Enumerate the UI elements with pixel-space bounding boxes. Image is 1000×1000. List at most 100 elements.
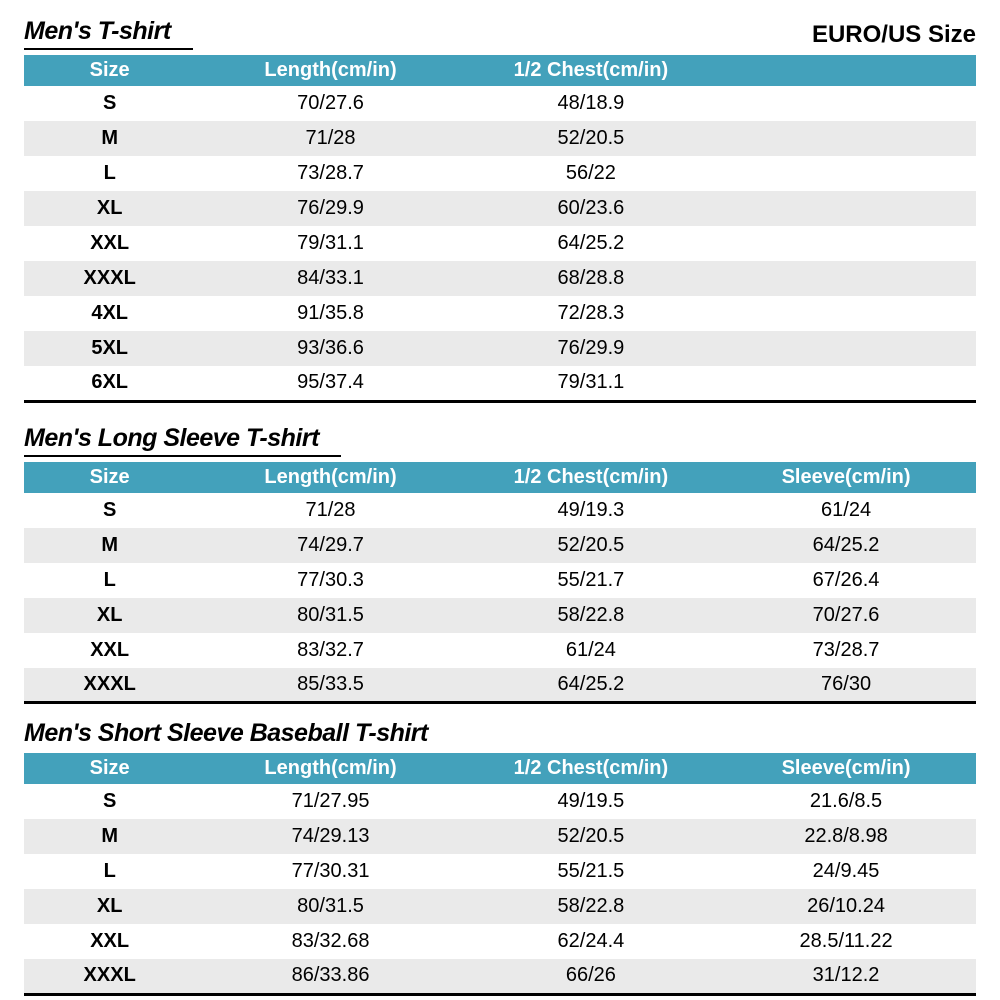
value-cell: 80/31.5 <box>297 895 364 917</box>
value-cell: 22.8/8.98 <box>804 825 888 847</box>
value-cell: 61/24 <box>821 498 872 521</box>
mens-long-sleeve-size-table: Size Length(cm/in) 1/2 Chest(cm/in) Sleeve(… <box>24 461 976 704</box>
size-cell: XL <box>96 603 123 626</box>
value-cell: 76/29.9 <box>557 337 625 359</box>
header-row: Size Length(cm/in) 1/2 Chest(cm/in) Sleeve(… <box>24 461 976 493</box>
table-row: S 71/27.95 49/19.5 21.6/8.5 <box>24 784 976 819</box>
table-row: S 70/27.6 48/18.9 <box>24 86 976 121</box>
value-cell <box>716 226 976 261</box>
table-row: L 73/28.7 56/22 <box>24 156 976 191</box>
mens-baseball-section: Men's Short Sleeve Baseball T-shirt Size… <box>24 718 976 996</box>
table-row: XXXL 85/33.5 64/25.2 76/30 <box>24 667 976 703</box>
value-cell: 67/26.4 <box>812 568 880 591</box>
column-header: 1/2 Chest(cm/in) <box>465 461 717 493</box>
mens-tshirt-size-table: Size Length(cm/in) 1/2 Chest(cm/in) S 70/27… <box>24 55 976 403</box>
table-title-mens-long-sleeve: Men's Long Sleeve T-shirt <box>24 423 341 457</box>
value-cell: 48/18.9 <box>557 92 625 114</box>
column-header: 1/2 Chest(cm/in) <box>465 753 717 784</box>
value-cell <box>716 156 976 191</box>
value-cell: 77/30.3 <box>297 568 364 591</box>
value-cell: 76/29.9 <box>297 197 364 219</box>
value-cell: 52/20.5 <box>557 825 625 847</box>
column-header-empty <box>716 55 976 86</box>
column-header: Size <box>24 461 196 493</box>
mens-tshirt-section: Men's T-shirt EURO/US Size Size Length(cm… <box>24 16 976 403</box>
value-cell <box>716 261 976 296</box>
table-row: XXL 83/32.7 61/24 73/28.7 <box>24 633 976 668</box>
size-cell: 5XL <box>91 337 129 359</box>
value-cell: 79/31.1 <box>557 371 625 394</box>
mens-long-sleeve-section: Men's Long Sleeve T-shirt Size Length(cm/… <box>24 423 976 704</box>
value-cell: 79/31.1 <box>297 232 364 254</box>
section-title-row: Men's Short Sleeve Baseball T-shirt <box>24 718 976 748</box>
value-cell: 31/12.2 <box>812 964 880 987</box>
value-cell: 21.6/8.5 <box>809 790 883 812</box>
value-cell: 64/25.2 <box>557 232 625 254</box>
value-cell: 68/28.8 <box>557 267 625 289</box>
size-cell: XL <box>96 895 123 917</box>
table-row: M 71/28 52/20.5 <box>24 121 976 156</box>
table-title-mens-baseball: Men's Short Sleeve Baseball T-shirt <box>24 719 428 747</box>
size-cell: XXL <box>90 930 130 952</box>
table-row: XXL 83/32.68 62/24.4 28.5/11.22 <box>24 924 976 959</box>
table-row: L 77/30.31 55/21.5 24/9.45 <box>24 854 976 889</box>
table-row: 6XL 95/37.4 79/31.1 <box>24 366 976 401</box>
value-cell <box>716 331 976 366</box>
table-row: XXXL 86/33.86 66/26 31/12.2 <box>24 959 976 994</box>
value-cell: 55/21.7 <box>557 568 625 591</box>
value-cell: 73/28.7 <box>297 162 364 184</box>
value-cell: 77/30.31 <box>291 860 370 882</box>
value-cell <box>716 86 976 121</box>
value-cell: 56/22 <box>565 162 616 184</box>
value-cell: 70/27.6 <box>297 92 364 114</box>
size-cell: L <box>103 860 116 882</box>
size-cell: XL <box>96 197 123 219</box>
value-cell: 26/10.24 <box>807 895 885 917</box>
value-cell: 80/31.5 <box>297 603 364 626</box>
value-cell: 52/20.5 <box>557 533 625 556</box>
value-cell: 76/30 <box>821 672 872 695</box>
table-row: XL 80/31.5 58/22.8 26/10.24 <box>24 889 976 924</box>
table-row: 4XL 91/35.8 72/28.3 <box>24 296 976 331</box>
size-cell: M <box>101 825 119 847</box>
value-cell: 95/37.4 <box>297 371 364 394</box>
size-cell: M <box>101 127 119 149</box>
size-cell: S <box>103 498 117 521</box>
value-cell: 64/25.2 <box>812 533 880 556</box>
size-standard-label: EURO/US Size <box>811 21 976 48</box>
value-cell: 71/28 <box>305 498 356 521</box>
table-row: XL 76/29.9 60/23.6 <box>24 191 976 226</box>
value-cell: 70/27.6 <box>812 603 880 626</box>
value-cell: 55/21.5 <box>557 860 625 882</box>
value-cell: 58/22.8 <box>557 895 625 917</box>
size-cell: M <box>101 533 119 556</box>
size-cell: L <box>103 568 116 591</box>
value-cell <box>716 366 976 401</box>
value-cell: 62/24.4 <box>557 930 625 952</box>
value-cell: 64/25.2 <box>557 672 625 695</box>
section-title-row: Men's Long Sleeve T-shirt <box>24 423 976 457</box>
column-header: Size <box>24 753 196 784</box>
table-title-mens-tshirt: Men's T-shirt <box>24 16 193 50</box>
value-cell: 58/22.8 <box>557 603 625 626</box>
header-row: Size Length(cm/in) 1/2 Chest(cm/in) Sleeve(… <box>24 753 976 784</box>
page-header: Men's T-shirt EURO/US Size <box>24 16 976 50</box>
column-header: 1/2 Chest(cm/in) <box>465 55 717 86</box>
value-cell: 93/36.6 <box>297 337 364 359</box>
table-row: XXL 79/31.1 64/25.2 <box>24 226 976 261</box>
column-header: Size <box>24 55 196 86</box>
value-cell: 61/24 <box>565 638 616 661</box>
column-header: Sleeve(cm/in) <box>716 753 976 784</box>
size-cell: XXL <box>90 232 130 254</box>
table-row: 5XL 93/36.6 76/29.9 <box>24 331 976 366</box>
size-cell: S <box>103 92 117 114</box>
value-cell: 52/20.5 <box>557 127 625 149</box>
value-cell: 74/29.7 <box>297 533 364 556</box>
value-cell: 84/33.1 <box>297 267 364 289</box>
size-cell: 4XL <box>91 302 129 324</box>
column-header: Length(cm/in) <box>195 55 466 86</box>
table-row: L 77/30.3 55/21.7 67/26.4 <box>24 563 976 598</box>
value-cell <box>716 121 976 156</box>
value-cell: 49/19.5 <box>557 790 625 812</box>
value-cell: 73/28.7 <box>812 638 880 661</box>
